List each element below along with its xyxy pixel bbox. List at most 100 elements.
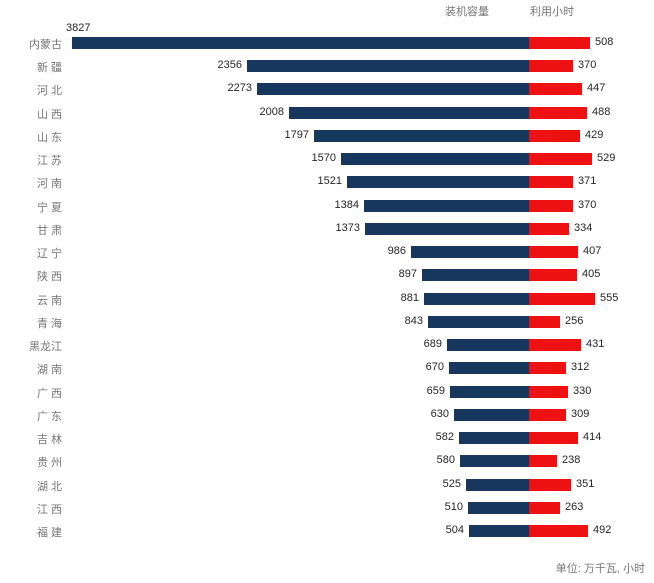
capacity-value-label: 1570 [311,152,336,164]
category-label: 广 东 [36,411,62,423]
capacity-bar [459,432,529,444]
category-label: 江 西 [36,504,62,516]
hours-value-label: 405 [582,268,601,280]
capacity-bar [289,107,529,119]
capacity-value-label: 504 [445,524,464,536]
capacity-value-label: 2356 [217,59,242,71]
category-label: 黑龙江 [29,341,62,353]
hours-bar [529,432,578,444]
capacity-bar [450,386,529,398]
category-label: 云 南 [36,295,62,307]
hours-bar [529,60,573,72]
capacity-value-label: 1797 [284,129,309,141]
capacity-value-label: 2008 [259,106,284,118]
capacity-value-label: 1373 [335,222,360,234]
capacity-value-label: 582 [435,431,454,443]
category-label: 湖 北 [36,481,62,493]
capacity-bar [460,455,529,467]
capacity-value-label: 689 [423,338,442,350]
category-label: 新 疆 [36,62,62,74]
hours-value-label: 414 [583,431,602,443]
hours-value-label: 529 [597,152,616,164]
hours-bar [529,37,590,49]
capacity-bar [469,525,529,537]
hours-bar [529,386,568,398]
hours-bar [529,502,560,514]
hours-bar [529,409,566,421]
capacity-bar [257,83,529,95]
hours-bar [529,83,582,95]
capacity-value-label: 670 [425,361,444,373]
hours-value-label: 370 [578,59,597,71]
hours-bar [529,479,571,491]
hours-bar [529,525,588,537]
hours-value-label: 431 [586,338,605,350]
capacity-bar [422,269,529,281]
capacity-bar [411,246,529,258]
category-label: 宁 夏 [36,202,62,214]
hours-value-label: 263 [565,501,584,513]
hours-value-label: 238 [562,454,581,466]
capacity-value-label: 1384 [334,199,359,211]
category-label: 贵 州 [36,457,62,469]
legend-hours-label: 利用小时 [530,6,574,18]
hours-bar [529,339,581,351]
hours-bar [529,200,573,212]
capacity-value-label: 659 [426,385,445,397]
capacity-bar [341,153,529,165]
hours-bar [529,455,557,467]
capacity-bar [247,60,529,72]
hours-value-label: 312 [571,361,590,373]
capacity-value-label: 897 [398,268,417,280]
hours-bar [529,223,569,235]
category-label: 辽 宁 [36,248,62,260]
category-label: 青 海 [36,318,62,330]
hours-value-label: 488 [592,106,611,118]
capacity-bar [454,409,529,421]
hours-bar [529,153,592,165]
hours-value-label: 555 [600,292,619,304]
category-label: 江 苏 [36,155,62,167]
hours-value-label: 429 [585,129,604,141]
capacity-bar [468,502,529,514]
category-label: 广 西 [36,388,62,400]
capacity-bar [314,130,529,142]
capacity-bar [364,200,529,212]
capacity-bar [449,362,529,374]
hours-bar [529,362,566,374]
legend-capacity-label: 装机容量 [445,6,489,18]
category-label: 内蒙古 [29,39,62,51]
capacity-bar [365,223,529,235]
capacity-bar [428,316,529,328]
capacity-value-label: 510 [444,501,463,513]
category-label: 湖 南 [36,364,62,376]
hours-value-label: 309 [571,408,590,420]
capacity-value-label: 630 [430,408,449,420]
hours-value-label: 371 [578,175,597,187]
hours-value-label: 407 [583,245,602,257]
capacity-bar [347,176,529,188]
category-label: 河 南 [36,178,62,190]
capacity-bar [424,293,529,305]
hours-value-label: 256 [565,315,584,327]
hours-value-label: 351 [576,478,595,490]
hours-bar [529,176,573,188]
capacity-bar [72,37,529,49]
hours-bar [529,130,580,142]
capacity-bar [466,479,529,491]
capacity-bar [447,339,529,351]
capacity-value-label: 2273 [227,82,252,94]
hours-value-label: 330 [573,385,592,397]
hours-bar [529,316,560,328]
hours-bar [529,246,578,258]
hours-value-label: 447 [587,82,606,94]
hours-bar [529,269,577,281]
category-label: 陕 西 [36,271,62,283]
capacity-value-label: 1521 [317,175,342,187]
hours-value-label: 508 [595,36,614,48]
category-label: 河 北 [36,85,62,97]
capacity-value-label: 3827 [66,22,91,34]
hours-bar [529,107,587,119]
category-label: 甘 肃 [36,225,62,237]
